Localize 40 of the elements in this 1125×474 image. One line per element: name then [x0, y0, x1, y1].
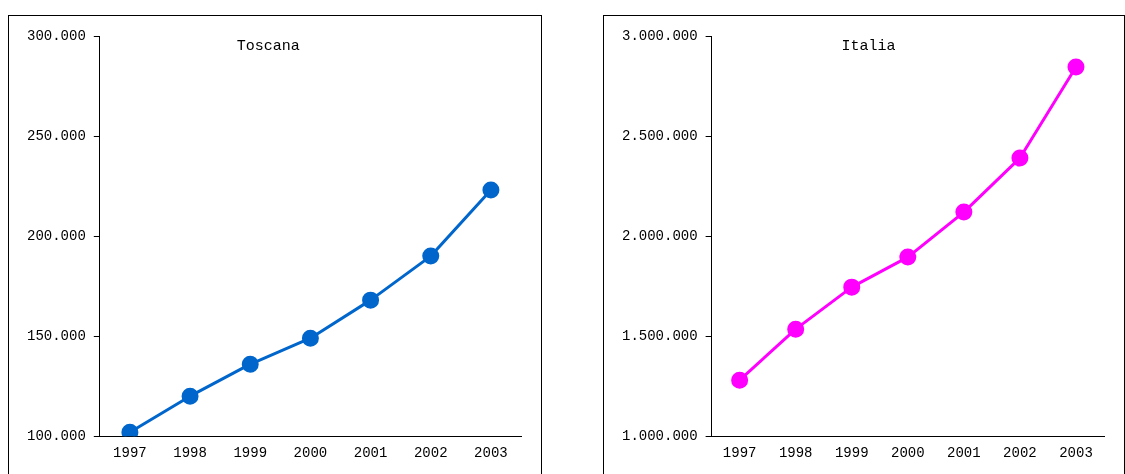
x-tick-label: 1998: [173, 445, 207, 462]
point: [899, 248, 917, 266]
point: [731, 371, 749, 389]
point: [787, 320, 805, 338]
y-tick-label: 1.000.000: [621, 427, 698, 444]
chart-title: Italia: [841, 37, 896, 55]
x-tick-label: 1999: [233, 445, 268, 462]
x-tick-label: 2002: [413, 445, 448, 462]
x-tick-label: 2003: [1059, 445, 1093, 462]
y-tick-label: 1.500.000: [621, 327, 698, 344]
point: [482, 181, 500, 199]
x-tick-label: 2001: [353, 445, 388, 462]
x-tick-label: 1999: [834, 445, 869, 462]
point: [362, 291, 380, 309]
x-tick-label: 2002: [1003, 445, 1037, 462]
x-tick-label: 2001: [947, 445, 981, 462]
y-tick-label: 300.000: [27, 27, 86, 44]
chart-title: Toscana: [236, 37, 300, 55]
point: [241, 355, 259, 373]
y-tick-label: 2.500.000: [621, 127, 698, 144]
y-tick-label: 200.000: [27, 227, 86, 244]
point: [1067, 58, 1085, 76]
x-tick-label: 2003: [474, 445, 508, 462]
point: [181, 387, 199, 405]
point: [301, 329, 319, 347]
point: [843, 278, 861, 296]
y-tick-label: 150.000: [27, 327, 86, 344]
y-tick-label: 100.000: [27, 427, 86, 444]
y-tick-label: 250.000: [27, 127, 86, 144]
x-tick-label: 2000: [891, 445, 925, 462]
y-tick-label: 2.000.000: [621, 227, 698, 244]
point: [422, 247, 440, 265]
point: [955, 203, 973, 221]
y-tick-label: 3.000.000: [621, 27, 698, 44]
x-tick-label: 1997: [722, 445, 757, 462]
x-tick-label: 1998: [778, 445, 813, 462]
x-tick-label: 1997: [113, 445, 147, 462]
x-tick-label: 2000: [293, 445, 328, 462]
point: [121, 423, 139, 437]
point: [1011, 149, 1029, 167]
